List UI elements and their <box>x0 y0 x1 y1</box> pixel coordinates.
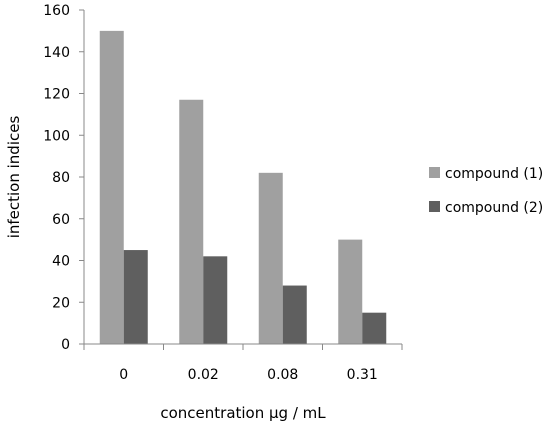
y-tick-label: 120 <box>43 87 70 103</box>
bar-series-1-0 <box>99 30 124 344</box>
legend-swatch <box>429 167 440 178</box>
bar-series-1-0.08 <box>258 172 283 344</box>
x-tick-label: 0.08 <box>267 367 298 383</box>
y-tick-label: 0 <box>61 337 70 353</box>
bar-series-2-0.31 <box>362 312 387 344</box>
bar-series-2-0.08 <box>282 285 307 344</box>
x-tick-label: 0.31 <box>347 367 378 383</box>
bars <box>99 30 387 344</box>
x-tick-label: 0.02 <box>188 367 219 383</box>
legend: compound (1) compound (2) <box>429 166 543 216</box>
x-tick-label: 0 <box>119 367 128 383</box>
y-tick-label: 60 <box>52 212 70 228</box>
y-tick-label: 100 <box>43 128 70 144</box>
x-axis-ticks: 0 0.02 0.08 0.31 <box>83 344 403 383</box>
legend-swatch <box>429 201 440 212</box>
bar-series-2-0.02 <box>203 256 228 344</box>
y-tick-label: 80 <box>52 170 70 186</box>
bar-series-1-0.02 <box>179 99 204 344</box>
y-axis-ticks: 0 20 40 60 80 100 120 140 160 <box>43 3 84 353</box>
y-tick-label: 160 <box>43 3 70 19</box>
y-tick-label: 40 <box>52 254 70 270</box>
legend-label: compound (2) <box>445 200 543 216</box>
y-tick-label: 20 <box>52 295 70 311</box>
x-axis-title: concentration µg / mL <box>160 404 326 422</box>
bar-series-1-0.31 <box>338 239 363 344</box>
y-tick-label: 140 <box>43 45 70 61</box>
bar-series-2-0 <box>123 250 148 344</box>
y-axis-title: infection indices <box>5 116 23 239</box>
legend-label: compound (1) <box>445 166 543 182</box>
